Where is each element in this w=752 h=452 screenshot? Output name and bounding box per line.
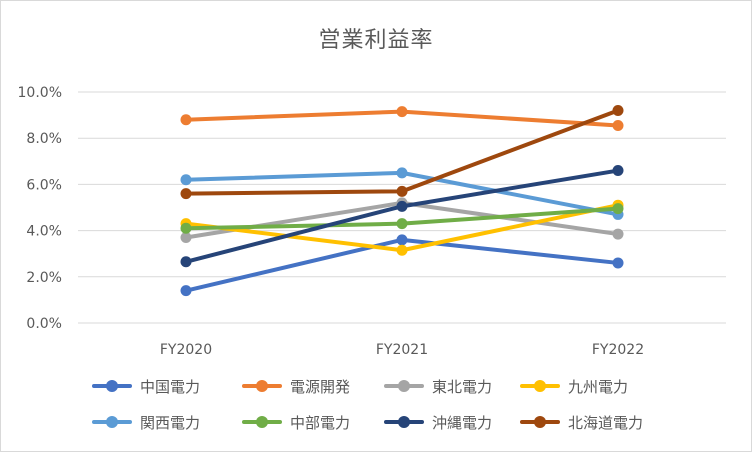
data-point — [612, 228, 624, 240]
y-tick-label: 10.0% — [18, 85, 62, 101]
legend-swatch — [518, 374, 562, 398]
legend-label: 北海道電力 — [568, 413, 644, 432]
data-point — [612, 104, 624, 116]
legend-item: 中部電力 — [240, 410, 350, 434]
data-point — [180, 285, 192, 297]
legend-item: 関西電力 — [90, 410, 200, 434]
legend-label: 九州電力 — [568, 377, 629, 396]
data-point — [612, 165, 624, 177]
legend-label: 関西電力 — [140, 413, 201, 432]
legend-label: 中国電力 — [140, 377, 201, 396]
legend-item: 電源開発 — [240, 374, 350, 398]
data-point — [180, 256, 192, 268]
data-point — [396, 244, 408, 256]
x-tick-label: FY2022 — [592, 342, 644, 358]
chart-title: 営業利益率 — [318, 28, 434, 53]
legend-label: 電源開発 — [290, 377, 351, 396]
legend-item: 九州電力 — [518, 374, 628, 398]
data-point — [612, 257, 624, 269]
x-tick-label: FY2020 — [160, 342, 212, 358]
x-tick-label: FY2021 — [376, 342, 428, 358]
legend-item: 北海道電力 — [518, 410, 643, 434]
data-point — [612, 119, 624, 131]
legend-swatch — [240, 410, 284, 434]
y-tick-label: 2.0% — [26, 270, 62, 286]
legend-swatch — [382, 410, 426, 434]
legend-item: 東北電力 — [382, 374, 492, 398]
data-point — [396, 218, 408, 230]
legend-label: 沖縄電力 — [432, 413, 493, 432]
data-point — [180, 222, 192, 234]
legend-label: 東北電力 — [432, 377, 493, 396]
legend-item: 沖縄電力 — [382, 410, 492, 434]
data-point — [396, 106, 408, 118]
legend-swatch — [90, 374, 134, 398]
y-tick-label: 6.0% — [26, 177, 62, 193]
legend-swatch — [382, 374, 426, 398]
data-point — [180, 114, 192, 126]
data-point — [396, 185, 408, 197]
legend-swatch — [90, 410, 134, 434]
legend-item: 中国電力 — [90, 374, 200, 398]
data-point — [396, 234, 408, 246]
data-point — [396, 200, 408, 212]
data-point — [180, 188, 192, 200]
y-tick-label: 8.0% — [26, 131, 62, 147]
y-tick-label: 0.0% — [26, 316, 62, 332]
legend-swatch — [240, 374, 284, 398]
data-point — [180, 174, 192, 186]
y-tick-label: 4.0% — [26, 224, 62, 240]
legend-label: 中部電力 — [290, 413, 351, 432]
data-point — [180, 232, 192, 244]
legend-swatch — [518, 410, 562, 434]
data-point — [396, 167, 408, 179]
data-point — [612, 203, 624, 215]
